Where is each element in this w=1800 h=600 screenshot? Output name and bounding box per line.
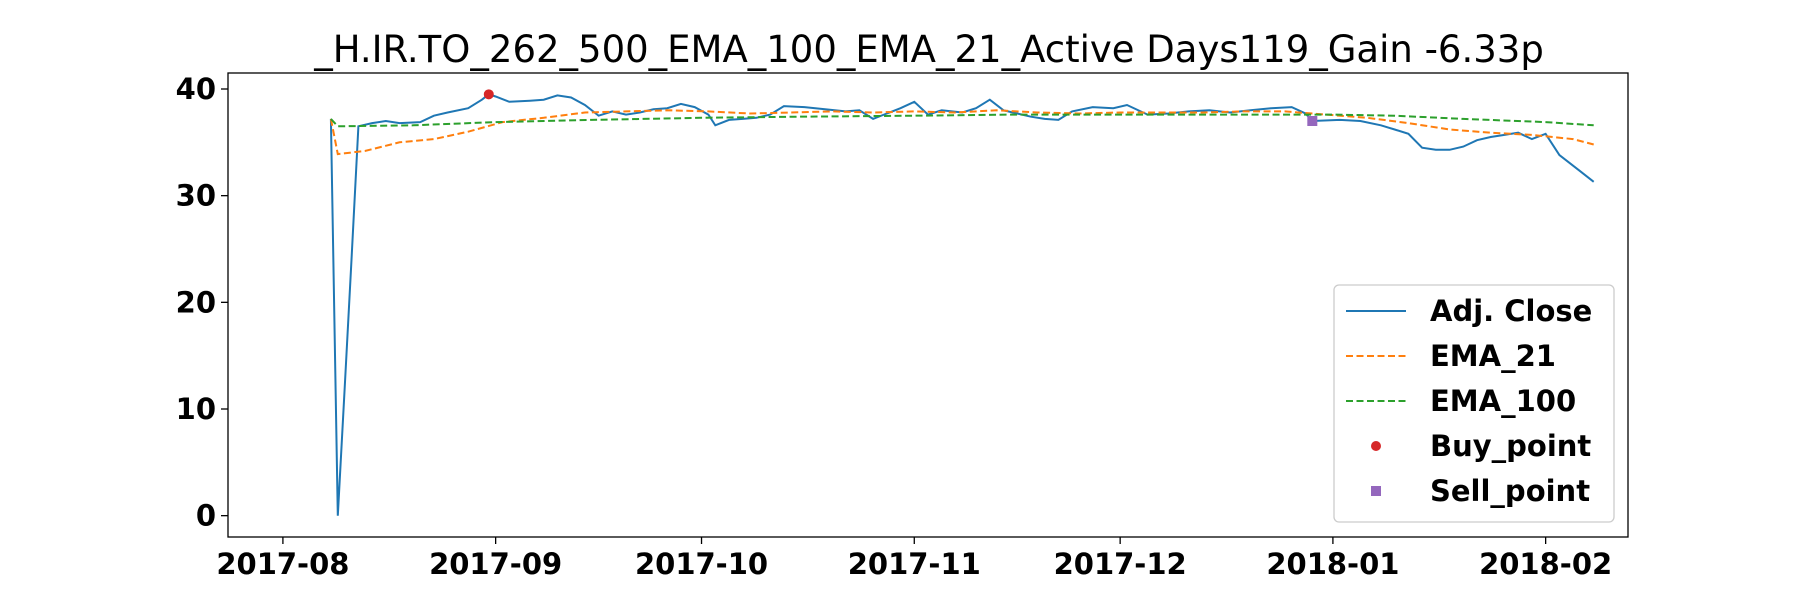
y-tick-label: 30 xyxy=(176,179,216,213)
series-line-adj-close xyxy=(329,93,1595,516)
legend-label-ema-21: EMA_21 xyxy=(1430,339,1556,373)
x-tick-label: 2018-01 xyxy=(1266,547,1399,581)
x-tick-label: 2017-11 xyxy=(848,547,981,581)
series-line-ema-100 xyxy=(330,113,1594,128)
chart-title: _H.IR.TO_262_500_EMA_100_EMA_21_Active D… xyxy=(313,28,1544,71)
legend-label-buy-point: Buy_point xyxy=(1430,429,1591,463)
sell-point-marker xyxy=(1307,116,1318,126)
legend-label-adj-close: Adj. Close xyxy=(1430,294,1592,328)
legend-swatch-buy-point xyxy=(1371,441,1381,451)
buy-point-marker xyxy=(483,89,494,100)
y-tick-label: 40 xyxy=(176,72,216,106)
x-tick-label: 2018-02 xyxy=(1479,547,1612,581)
x-tick-label: 2017-08 xyxy=(216,547,349,581)
y-tick-label: 0 xyxy=(196,499,216,533)
legend-label-sell-point: Sell_point xyxy=(1430,474,1590,508)
plot-frame xyxy=(227,72,1629,538)
x-tick-label: 2017-09 xyxy=(429,547,562,581)
y-tick-label: 20 xyxy=(176,285,216,319)
legend: Adj. Close EMA_21 EMA_100 Buy_point Sell_poi… xyxy=(1333,284,1615,523)
legend-label-ema-100: EMA_100 xyxy=(1430,384,1576,418)
plot-area xyxy=(329,89,1595,516)
x-tick-label: 2017-12 xyxy=(1054,547,1187,581)
legend-swatch-sell-point xyxy=(1371,486,1381,496)
x-tick-label: 2017-10 xyxy=(635,547,768,581)
y-tick-label: 10 xyxy=(176,392,216,426)
axes: 0 10 20 30 40 2017-08 2017-09 2017-10 2017-11 201… xyxy=(176,72,1613,581)
legend-box xyxy=(1333,284,1615,523)
